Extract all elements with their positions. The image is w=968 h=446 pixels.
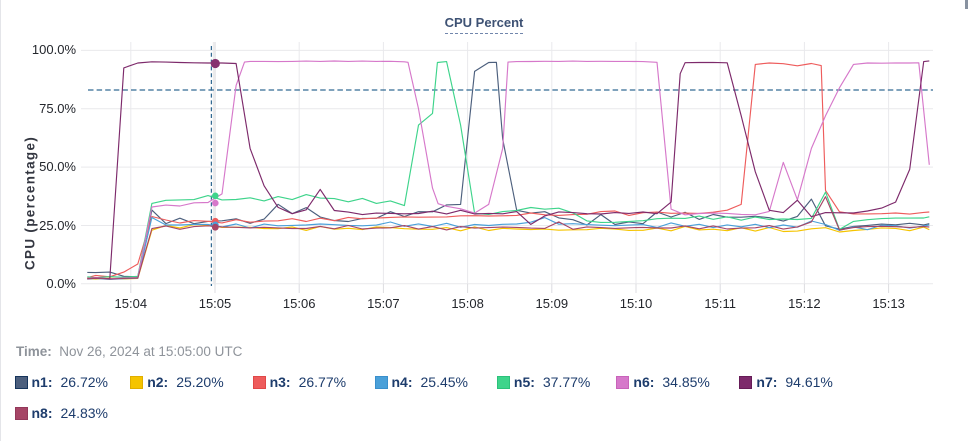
svg-text:CPU (percentage): CPU (percentage) [23, 136, 38, 270]
